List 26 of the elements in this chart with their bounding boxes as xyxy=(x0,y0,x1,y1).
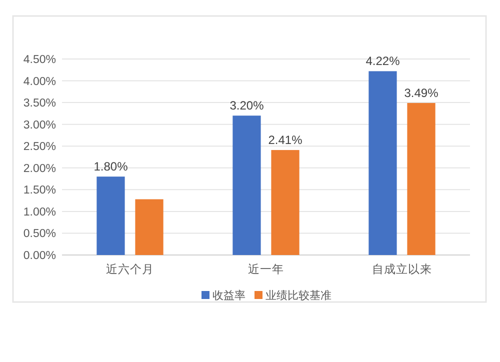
legend-label: 收益率 xyxy=(212,289,246,302)
y-tick-label: 1.50% xyxy=(23,184,56,197)
bar xyxy=(135,199,164,255)
y-tick-label: 0.50% xyxy=(23,228,56,240)
bar xyxy=(407,102,436,255)
x-tick-label: 近六个月 xyxy=(106,262,154,276)
x-tick-label: 近一年 xyxy=(248,263,284,276)
y-tick-label: 2.50% xyxy=(23,141,56,154)
y-tick-label: 3.00% xyxy=(23,119,56,132)
bar xyxy=(368,71,397,255)
bar xyxy=(271,150,300,255)
data-label: 3.49% xyxy=(404,86,439,100)
y-tick-label: 4.00% xyxy=(23,76,56,88)
y-tick-label: 2.00% xyxy=(23,162,56,175)
data-label: 3.20% xyxy=(230,98,264,113)
y-tick-label: 0.00% xyxy=(23,250,56,262)
bar xyxy=(96,176,125,255)
data-label: 1.80% xyxy=(94,160,128,174)
y-tick-label: 4.50% xyxy=(23,54,56,66)
x-tick-label: 自成立以来 xyxy=(372,262,432,276)
bar xyxy=(232,116,261,255)
data-label: 4.22% xyxy=(366,54,400,68)
legend-label: 业绩比较基准 xyxy=(266,289,332,302)
y-tick-label: 1.00% xyxy=(23,206,56,218)
y-tick-label: 3.50% xyxy=(23,98,56,110)
data-label: 2.41% xyxy=(268,133,303,148)
